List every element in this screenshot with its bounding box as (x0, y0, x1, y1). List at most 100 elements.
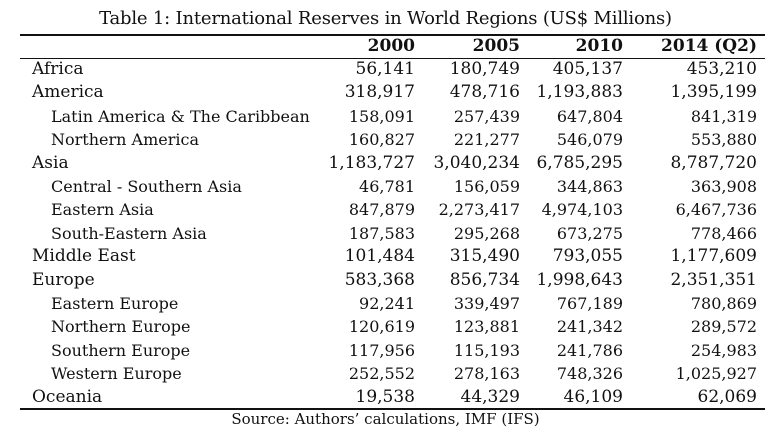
top-rule (20, 34, 765, 36)
cell-value: 318,917 (344, 82, 415, 103)
cell-value: 1,183,727 (328, 152, 415, 173)
row-label: Middle East (32, 246, 136, 267)
cell-value: 453,210 (686, 59, 757, 79)
cell-value: 793,055 (552, 246, 623, 267)
cell-value: 123,881 (453, 317, 520, 337)
cell-value: 46,781 (359, 177, 415, 197)
column-header-2000: 2000 (367, 36, 415, 56)
cell-value: 647,804 (556, 106, 623, 126)
row-label: America (32, 82, 104, 103)
table-row-subregion: Latin America & The Caribbean 158,091 257,… (20, 105, 765, 128)
cell-value: 254,983 (690, 340, 757, 360)
cell-value: 748,326 (556, 364, 623, 384)
cell-value: 44,329 (460, 386, 520, 407)
row-label: Central - Southern Asia (51, 177, 242, 197)
row-label: Eastern Asia (51, 200, 154, 220)
row-label: Western Europe (51, 364, 182, 384)
row-label: Africa (32, 59, 84, 79)
table-row-subregion: South-Eastern Asia 187,583 295,268 673,275 7… (20, 222, 765, 245)
cell-value: 4,974,103 (541, 200, 623, 220)
cell-value: 120,619 (348, 317, 415, 337)
cell-value: 241,342 (556, 317, 623, 337)
row-label: Northern America (51, 130, 199, 150)
cell-value: 478,716 (449, 82, 520, 103)
row-label: Eastern Europe (51, 294, 179, 314)
cell-value: 344,863 (556, 177, 623, 197)
cell-value: 101,484 (344, 246, 415, 267)
cell-value: 780,869 (690, 294, 757, 314)
table-row-subregion: Eastern Asia 847,879 2,273,417 4,974,103 6,4… (20, 198, 765, 221)
cell-value: 19,538 (355, 386, 415, 407)
column-header-2010: 2010 (575, 36, 623, 56)
cell-value: 289,572 (690, 317, 757, 337)
cell-value: 257,439 (453, 106, 520, 126)
cell-value: 46,109 (563, 386, 623, 407)
reserves-table: 2000 2005 2010 2014 (Q2) Africa 56,141 180… (20, 35, 765, 409)
bottom-rule (20, 408, 765, 410)
cell-value: 315,490 (449, 246, 520, 267)
cell-value: 156,059 (453, 177, 520, 197)
source-note: Source: Authors’ calculations, IMF (IFS) (231, 410, 540, 428)
row-label: Asia (32, 152, 69, 173)
table-row-region: Oceania 19,538 44,329 46,109 62,069 (20, 386, 765, 409)
table-row-region: Asia 1,183,727 3,040,234 6,785,295 8,787,720 (20, 152, 765, 175)
header-rule (20, 58, 765, 59)
cell-value: 56,141 (355, 59, 415, 79)
cell-value: 92,241 (359, 294, 415, 314)
cell-value: 1,177,609 (670, 246, 757, 267)
cell-value: 847,879 (348, 200, 415, 220)
table-row-subregion: Central - Southern Asia 46,781 156,059 344,… (20, 175, 765, 198)
table-row-subregion: Northern Europe 120,619 123,881 241,342 289,… (20, 315, 765, 338)
column-header-2005: 2005 (472, 36, 520, 56)
cell-value: 115,193 (453, 340, 520, 360)
row-label: Oceania (32, 386, 103, 407)
column-header-2014-q2: 2014 (Q2) (661, 36, 757, 56)
cell-value: 856,734 (449, 269, 520, 290)
table-row-region: Europe 583,368 856,734 1,998,643 2,351,351 (20, 269, 765, 292)
table-row-subregion: Eastern Europe 92,241 339,497 767,189 780,86… (20, 292, 765, 315)
header-row: 2000 2005 2010 2014 (Q2) (20, 35, 765, 58)
cell-value: 767,189 (556, 294, 623, 314)
row-label: Southern Europe (51, 340, 191, 360)
cell-value: 62,069 (697, 386, 757, 407)
cell-value: 583,368 (344, 269, 415, 290)
cell-value: 363,908 (690, 177, 757, 197)
table-body: Africa 56,141 180,749 405,137 453,210 America… (20, 58, 765, 409)
column-header-region (20, 35, 310, 58)
row-label: Northern Europe (51, 317, 191, 337)
cell-value: 221,277 (453, 130, 520, 150)
cell-value: 553,880 (690, 130, 757, 150)
table-row-region: Africa 56,141 180,749 405,137 453,210 (20, 58, 765, 81)
row-label: Europe (32, 269, 95, 290)
cell-value: 546,079 (556, 130, 623, 150)
cell-value: 158,091 (348, 106, 415, 126)
cell-value: 8,787,720 (670, 152, 757, 173)
cell-value: 1,395,199 (670, 82, 757, 103)
table-row-region: America 318,917 478,716 1,193,883 1,395,199 (20, 81, 765, 104)
table-title: Table 1: International Reserves in World… (99, 8, 672, 29)
table-row-subregion: Southern Europe 117,956 115,193 241,786 254,… (20, 339, 765, 362)
cell-value: 241,786 (556, 340, 623, 360)
cell-value: 252,552 (348, 364, 415, 384)
cell-value: 6,785,295 (536, 152, 623, 173)
table-row-subregion: Western Europe 252,552 278,163 748,326 1,025… (20, 362, 765, 385)
cell-value: 1,193,883 (536, 82, 623, 103)
cell-value: 2,351,351 (670, 269, 757, 290)
cell-value: 405,137 (552, 59, 623, 79)
cell-value: 778,466 (690, 223, 757, 243)
cell-value: 1,998,643 (536, 269, 623, 290)
cell-value: 278,163 (453, 364, 520, 384)
cell-value: 1,025,927 (675, 364, 757, 384)
cell-value: 160,827 (348, 130, 415, 150)
table-row-region: Middle East 101,484 315,490 793,055 1,177,60… (20, 245, 765, 268)
row-label: South-Eastern Asia (51, 223, 207, 243)
table-row-subregion: Northern America 160,827 221,277 546,079 553… (20, 128, 765, 151)
cell-value: 117,956 (348, 340, 415, 360)
cell-value: 2,273,417 (438, 200, 520, 220)
cell-value: 6,467,736 (675, 200, 757, 220)
cell-value: 180,749 (449, 59, 520, 79)
cell-value: 187,583 (348, 223, 415, 243)
cell-value: 673,275 (556, 223, 623, 243)
cell-value: 841,319 (690, 106, 757, 126)
cell-value: 295,268 (453, 223, 520, 243)
